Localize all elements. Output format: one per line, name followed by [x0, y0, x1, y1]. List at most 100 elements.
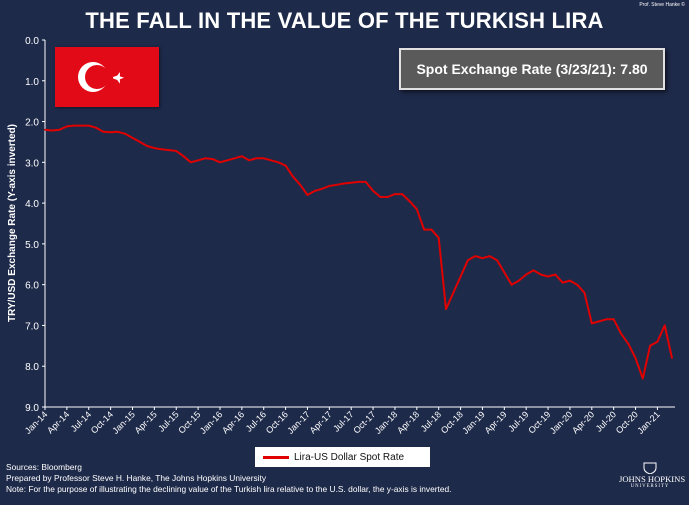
data-point: [124, 132, 126, 135]
x-tick-label: Jan-15: [110, 409, 137, 436]
data-point: [248, 159, 250, 162]
x-tick-label: Jan-17: [285, 409, 312, 436]
spot-rate-box: Spot Exchange Rate (3/23/21): 7.80: [399, 48, 665, 90]
data-point: [554, 273, 557, 276]
jhu-shield-icon: JOHNS HOPKINS UNIVERSITY: [619, 462, 685, 496]
data-point: [138, 141, 141, 143]
x-tick-label: Oct-16: [264, 409, 290, 435]
data-point: [270, 159, 272, 162]
data-point: [66, 125, 68, 128]
y-tick-label: 4.0: [25, 199, 39, 210]
data-point: [379, 196, 382, 198]
x-tick-label: Jan-20: [548, 409, 575, 436]
data-point: [284, 164, 287, 167]
data-point: [656, 340, 659, 343]
series-line-lira-usd: [44, 124, 673, 380]
data-point: [292, 175, 294, 178]
data-point: [175, 150, 178, 152]
data-point: [518, 279, 520, 282]
y-tick-label: 9.0: [25, 403, 39, 414]
x-tick-label: Jan-19: [460, 409, 487, 436]
x-tick-label: Oct-15: [176, 409, 202, 435]
data-point: [153, 147, 156, 149]
source-note: Sources: Bloomberg: [6, 462, 82, 472]
data-point: [539, 273, 542, 276]
data-point: [503, 271, 506, 274]
data-point: [649, 345, 651, 347]
data-point: [190, 161, 192, 164]
data-point: [620, 332, 622, 335]
data-point: [211, 158, 214, 160]
data-point: [525, 273, 527, 276]
y-tick-label: 3.0: [25, 158, 39, 169]
crescent-star-icon: [78, 62, 125, 92]
data-point: [58, 128, 61, 131]
x-tick-label: Oct-18: [439, 409, 465, 435]
data-point: [44, 128, 46, 131]
data-point: [255, 157, 258, 160]
data-point: [459, 275, 462, 278]
x-tick-label: Apr-14: [45, 409, 71, 435]
chart-title: THE FALL IN THE VALUE OF THE TURKISH LIR…: [85, 8, 604, 33]
data-point: [408, 200, 411, 202]
x-tick-label: Jan-21: [635, 409, 662, 436]
data-point: [576, 283, 579, 286]
data-point: [73, 124, 75, 127]
data-point: [612, 318, 615, 321]
data-point: [109, 131, 112, 133]
data-point: [321, 188, 323, 190]
data-point: [634, 357, 637, 359]
data-point: [226, 159, 229, 162]
data-point: [168, 149, 170, 151]
data-point: [299, 183, 301, 186]
y-tick-label: 5.0: [25, 240, 39, 251]
data-point: [87, 124, 90, 127]
data-point: [306, 194, 309, 196]
x-tick-label: Jan-18: [373, 409, 400, 436]
data-point: [481, 257, 484, 259]
data-point: [241, 155, 243, 158]
data-point: [474, 255, 476, 257]
x-tick-label: Apr-17: [308, 409, 334, 435]
data-point: [357, 181, 360, 183]
turkish-flag-icon: [55, 47, 159, 107]
prepared-by-note: Prepared by Professor Steve H. Hanke, Th…: [6, 473, 267, 483]
data-point: [364, 181, 367, 183]
data-point: [437, 236, 440, 239]
series-points: [44, 124, 673, 380]
data-point: [488, 255, 491, 257]
data-point: [671, 357, 673, 359]
data-point: [102, 130, 105, 133]
x-tick-label: Oct-17: [351, 409, 377, 435]
x-tick-labels: Jan-14Apr-14Jul-14Oct-14Jan-15Apr-15Jul-…: [23, 407, 662, 436]
legend-label: Lira-US Dollar Spot Rate: [294, 451, 405, 463]
data-point: [51, 129, 54, 132]
data-point: [627, 342, 630, 345]
y-tick-label: 7.0: [25, 321, 39, 332]
y-tick-labels: 0.0 1.0 2.0 3.0 4.0 5.0 6.0 7.0 8.0 9.0: [25, 36, 45, 414]
x-tick-label: Apr-18: [395, 409, 421, 435]
y-tick-label: 6.0: [25, 281, 39, 292]
data-point: [204, 157, 207, 160]
data-point: [343, 182, 345, 185]
x-tick-label: Apr-20: [570, 409, 596, 435]
data-point: [277, 161, 280, 164]
y-axis-label: TRY/USD Exchange Rate (Y-axis inverted): [7, 124, 18, 322]
y-tick-label: 8.0: [25, 362, 39, 373]
data-point: [510, 283, 513, 286]
data-point: [117, 130, 119, 133]
x-tick-label: Oct-14: [89, 409, 115, 435]
data-point: [386, 196, 389, 198]
data-point: [328, 185, 331, 187]
data-point: [467, 259, 469, 262]
data-point: [583, 292, 586, 294]
x-tick-label: Oct-20: [614, 409, 640, 435]
data-point: [532, 269, 535, 272]
data-point: [496, 259, 498, 262]
data-point: [160, 148, 163, 151]
data-point: [423, 228, 425, 231]
data-point: [452, 292, 455, 294]
data-point: [569, 279, 571, 282]
